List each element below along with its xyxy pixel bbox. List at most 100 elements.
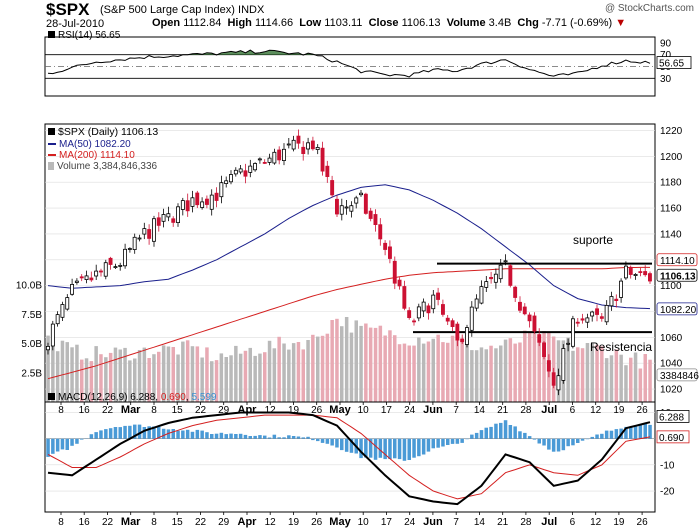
candle-body: [132, 236, 137, 251]
candle-body: [387, 246, 392, 259]
volume-bar: [224, 357, 228, 402]
candle-body: [204, 198, 209, 205]
candle-body: [79, 276, 84, 279]
volume-bar: [600, 346, 604, 402]
candle-body: [147, 229, 152, 239]
volume-bar: [128, 360, 132, 402]
macd-histogram-bar: [219, 432, 224, 439]
volume-bar: [508, 338, 513, 402]
candle-body: [315, 146, 320, 150]
annotation-suporte: suporte: [573, 233, 614, 247]
candle-body: [628, 266, 633, 275]
ma200-tag: 1114.10: [660, 256, 695, 267]
volume-bar: [176, 354, 180, 402]
high-label: High: [227, 17, 252, 29]
candle-body: [527, 314, 532, 322]
candle-body: [368, 210, 373, 219]
ma200-line: [47, 266, 650, 380]
candle-body: [546, 360, 551, 372]
volume-bar: [643, 354, 647, 402]
volume-bar: [195, 346, 200, 402]
candle-body: [228, 174, 233, 183]
price-tick-label: 1020: [660, 385, 683, 396]
volume-bar: [258, 353, 262, 402]
macd-histogram-bar: [580, 438, 585, 441]
macd-histogram-bar: [166, 429, 171, 439]
candle-body: [407, 310, 412, 319]
volume-bar: [537, 342, 541, 402]
candle-body: [176, 206, 180, 224]
x-tick-label: 10: [358, 405, 370, 416]
macd-histogram-bar: [547, 438, 551, 450]
macd-histogram-bar: [229, 433, 233, 439]
candle-body: [209, 194, 214, 210]
x-tick-label: 22: [102, 405, 114, 416]
volume-bar: [465, 337, 469, 402]
volume-bar: [296, 342, 301, 402]
candle-body: [94, 270, 99, 277]
volume-bar: [306, 340, 310, 402]
volume-bar: [397, 344, 402, 402]
volume-bar: [123, 347, 127, 402]
macd-histogram-bar: [80, 438, 84, 440]
macd-histogram-bar: [503, 420, 508, 439]
volume-bar: [354, 320, 358, 402]
ma200-legend: MA(200) 1114.10: [48, 150, 135, 161]
rsi-legend-text: RSI(14) 56.65: [58, 30, 121, 41]
rsi-legend-swatch: [48, 31, 55, 38]
macd-histogram-bar: [51, 438, 55, 454]
stockcharts-credit[interactable]: @ StockCharts.com: [604, 3, 694, 14]
candle-body: [99, 270, 103, 273]
volume-bar: [94, 346, 98, 402]
candle-body: [609, 296, 614, 307]
volume-bar: [301, 349, 305, 402]
macd-histogram-bar: [417, 438, 421, 457]
candle-body: [595, 308, 599, 315]
candle-body: [65, 297, 70, 310]
volume-bar: [219, 353, 224, 402]
x-tick-label: Jun: [423, 516, 443, 528]
candle-body: [421, 301, 426, 312]
x-tick-label: Jul: [541, 516, 557, 528]
volume-tag: 3384846: [660, 371, 699, 382]
macd-histogram-bar: [46, 438, 50, 457]
rsi-value-tag: 56.65: [659, 59, 684, 70]
x-tick-label: 26: [311, 405, 323, 416]
macd-histogram-bar: [441, 438, 445, 447]
candle-body: [556, 375, 561, 391]
macd-histogram-bar: [571, 438, 575, 446]
x-tick-label: 19: [288, 405, 300, 416]
candle-body: [113, 266, 118, 269]
macd-histogram-bar: [494, 423, 498, 439]
candle-body: [200, 201, 205, 208]
macd-histogram-bar: [359, 438, 363, 459]
ma50-swatch: [48, 143, 56, 146]
low-label: Low: [299, 17, 322, 29]
candle-body: [272, 151, 277, 164]
candle-body: [436, 292, 440, 300]
volume-bar: [393, 335, 397, 402]
volume-bar: [335, 318, 339, 402]
candle-body: [46, 345, 50, 351]
macd-histogram-bar: [176, 430, 180, 439]
open-value: 1112.84: [183, 17, 222, 29]
volume-bar: [325, 333, 330, 402]
volume-bar: [311, 334, 315, 402]
x-tick-label: 28: [520, 517, 532, 528]
macd-histogram-bar: [624, 426, 628, 439]
volume-bar: [113, 347, 118, 402]
x-tick-label: 24: [404, 405, 416, 416]
candle-body: [440, 304, 445, 315]
x-tick-label: 8: [151, 517, 157, 528]
volume-bar: [450, 335, 455, 402]
x-tick-label: Jul: [541, 404, 557, 416]
candle-body: [253, 163, 257, 171]
candle-body: [624, 265, 628, 279]
volume-swatch: [48, 162, 54, 171]
candle-body: [60, 304, 65, 318]
x-tick-label: May: [329, 516, 351, 528]
price-tick-label: 1060: [660, 333, 683, 344]
candle-body: [619, 280, 623, 298]
volume-bar: [527, 332, 532, 402]
